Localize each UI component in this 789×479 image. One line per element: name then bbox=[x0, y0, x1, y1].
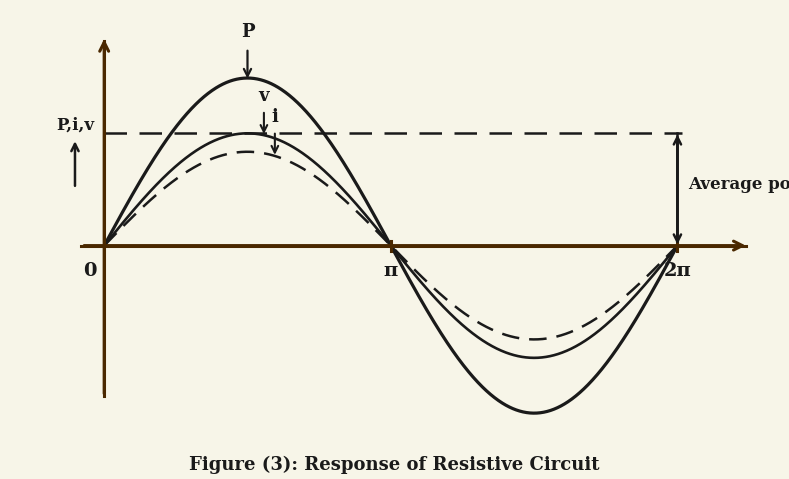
Text: P,i,v: P,i,v bbox=[56, 116, 94, 134]
Text: v: v bbox=[259, 87, 269, 105]
Text: Figure (3): Response of Resistive Circuit: Figure (3): Response of Resistive Circui… bbox=[189, 456, 600, 474]
Text: i: i bbox=[271, 108, 279, 126]
Text: P: P bbox=[241, 23, 254, 41]
Text: Average power, P: Average power, P bbox=[688, 176, 789, 193]
Text: 0: 0 bbox=[84, 262, 97, 280]
Text: π: π bbox=[383, 262, 398, 280]
Text: 2π: 2π bbox=[664, 262, 691, 280]
